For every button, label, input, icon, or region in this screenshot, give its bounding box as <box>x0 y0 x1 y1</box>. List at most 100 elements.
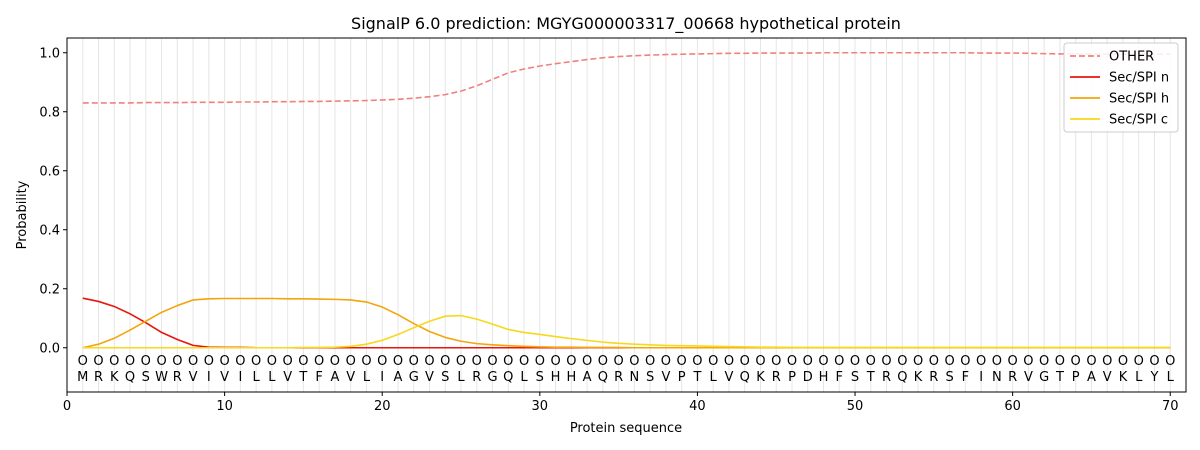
sequence-residue: R <box>929 370 938 385</box>
sequence-track: OMOROKOQOSOWOROVOIOVOIOLOLOVOTOFOAOVOLOI… <box>77 354 1175 385</box>
region-marker: O <box>1071 354 1081 369</box>
legend: OTHER Sec/SPI n Sec/SPI h Sec/SPI c <box>1063 42 1179 133</box>
region-marker: O <box>740 354 750 369</box>
sequence-residue: K <box>756 370 765 385</box>
sequence-residue: P <box>678 370 686 385</box>
sequence-residue: V <box>1103 370 1112 385</box>
sequence-residue: L <box>1135 370 1143 385</box>
sequence-residue: R <box>94 370 103 385</box>
region-marker: O <box>598 354 608 369</box>
region-marker: O <box>629 354 639 369</box>
region-marker: O <box>692 354 702 369</box>
sequence-residue: T <box>1055 370 1064 385</box>
region-marker: O <box>188 354 198 369</box>
sequence-residue: S <box>142 370 150 385</box>
y-tick-label: 1.0 <box>39 46 60 61</box>
sequence-residue: G <box>409 370 419 385</box>
region-marker: O <box>172 354 182 369</box>
region-marker: O <box>1023 354 1033 369</box>
legend-label: Sec/SPI n <box>1109 71 1169 86</box>
sequence-residue: R <box>472 370 481 385</box>
region-marker: O <box>1102 354 1112 369</box>
sequence-residue: R <box>1008 370 1017 385</box>
x-tick-label: 0 <box>63 399 71 414</box>
region-marker: O <box>929 354 939 369</box>
region-marker: O <box>550 354 560 369</box>
y-axis-ticks: 0.0 0.2 0.4 0.6 0.8 1.0 <box>39 46 67 356</box>
sequence-residue: G <box>1039 370 1049 385</box>
region-marker: O <box>93 354 103 369</box>
region-marker: O <box>283 354 293 369</box>
sequence-residue: K <box>1119 370 1128 385</box>
region-marker: O <box>992 354 1002 369</box>
sequence-residue: H <box>819 370 829 385</box>
region-marker: O <box>472 354 482 369</box>
region-marker: O <box>78 354 88 369</box>
region-marker: O <box>1008 354 1018 369</box>
region-marker: O <box>424 354 434 369</box>
region-marker: O <box>976 354 986 369</box>
region-marker: O <box>535 354 545 369</box>
sequence-residue: Y <box>1150 370 1159 385</box>
sequence-residue: Q <box>897 370 907 385</box>
y-axis-label: Probability <box>15 180 30 249</box>
x-tick-label: 10 <box>216 399 233 414</box>
sequence-residue: L <box>710 370 718 385</box>
y-tick-label: 0.8 <box>39 105 60 120</box>
sequence-residue: Q <box>503 370 513 385</box>
region-marker: O <box>866 354 876 369</box>
sequence-residue: F <box>836 370 843 385</box>
region-marker: O <box>409 354 419 369</box>
sequence-residue: S <box>851 370 859 385</box>
region-marker: O <box>361 354 371 369</box>
sequence-residue: K <box>914 370 923 385</box>
sequence-residue: V <box>283 370 292 385</box>
sequence-residue: V <box>425 370 434 385</box>
sequence-residue: V <box>724 370 733 385</box>
sequence-residue: H <box>551 370 561 385</box>
legend-items: OTHER Sec/SPI n Sec/SPI h Sec/SPI c <box>1070 50 1169 128</box>
sequence-residue: R <box>173 370 182 385</box>
legend-label: OTHER <box>1109 50 1154 65</box>
sequence-residue: I <box>238 370 242 385</box>
sequence-residue: V <box>220 370 229 385</box>
sequence-residue: N <box>630 370 640 385</box>
region-marker: O <box>456 354 466 369</box>
sequence-residue: V <box>189 370 198 385</box>
region-marker: O <box>724 354 734 369</box>
region-marker: O <box>803 354 813 369</box>
sequence-residue: A <box>583 370 592 385</box>
x-tick-label: 20 <box>374 399 391 414</box>
region-marker: O <box>377 354 387 369</box>
sequence-residue: I <box>979 370 983 385</box>
sequence-residue: N <box>992 370 1002 385</box>
sequence-residue: T <box>298 370 307 385</box>
legend-label: Sec/SPI h <box>1109 92 1169 107</box>
region-marker: O <box>1086 354 1096 369</box>
region-marker: O <box>913 354 923 369</box>
region-marker: O <box>1134 354 1144 369</box>
region-marker: O <box>1055 354 1065 369</box>
region-marker: O <box>141 354 151 369</box>
region-marker: O <box>251 354 261 369</box>
x-tick-label: 50 <box>847 399 864 414</box>
region-marker: O <box>125 354 135 369</box>
sequence-residue: A <box>1087 370 1096 385</box>
region-marker: O <box>204 354 214 369</box>
sequence-residue: V <box>1024 370 1033 385</box>
x-axis-ticks: 0 10 20 30 40 50 60 70 <box>63 392 1179 414</box>
sequence-residue: P <box>788 370 796 385</box>
chart-title: SignalP 6.0 prediction: MGYG000003317_00… <box>351 14 901 34</box>
sequence-residue: R <box>772 370 781 385</box>
region-marker: O <box>393 354 403 369</box>
region-marker: O <box>677 354 687 369</box>
region-marker: O <box>881 354 891 369</box>
region-marker: O <box>818 354 828 369</box>
x-axis-label: Protein sequence <box>570 421 682 436</box>
y-tick-label: 0.2 <box>39 282 60 297</box>
sequence-residue: Q <box>740 370 750 385</box>
x-tick-label: 30 <box>532 399 549 414</box>
sequence-residue: Q <box>125 370 135 385</box>
region-marker: O <box>787 354 797 369</box>
sequence-residue: P <box>1072 370 1080 385</box>
